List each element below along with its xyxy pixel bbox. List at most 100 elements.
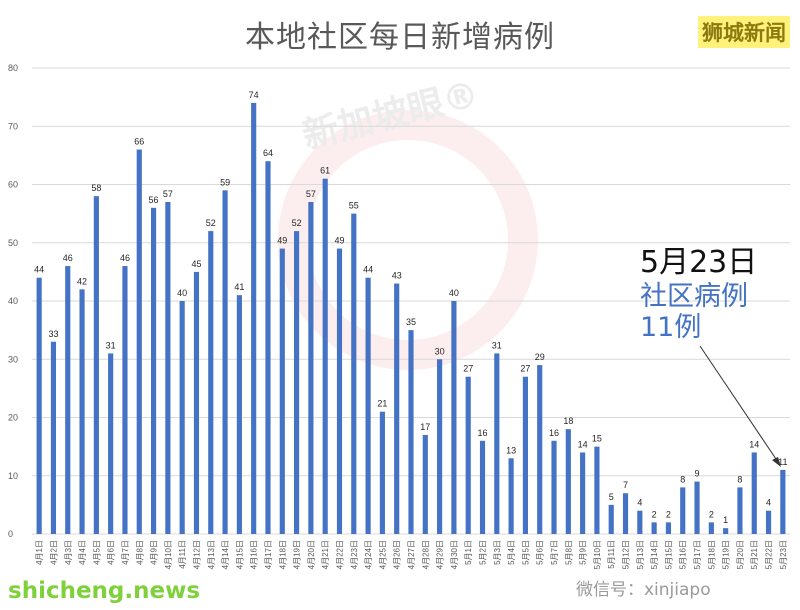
bar	[479, 440, 486, 534]
x-tick-label: 4月12日	[192, 540, 201, 569]
x-tick-label: 4月26日	[393, 540, 402, 569]
y-tick-label: 40	[8, 296, 18, 306]
x-tick-label: 4月23日	[350, 540, 359, 569]
brand-label: 狮城新闻	[698, 16, 790, 48]
bar	[651, 522, 657, 534]
chart-title: 本地社区每日新增病例	[245, 20, 555, 55]
data-label: 18	[563, 416, 573, 426]
data-label: 43	[392, 271, 402, 281]
bar	[379, 411, 385, 534]
bar	[222, 190, 228, 534]
annotation-arrow-head	[772, 457, 781, 467]
bar	[65, 266, 71, 534]
data-label: 21	[377, 399, 387, 409]
bar	[193, 271, 200, 534]
y-tick-label: 50	[8, 238, 18, 248]
x-tick-label: 5月6日	[536, 540, 545, 565]
x-tick-label: 4月4日	[78, 540, 87, 565]
data-label: 61	[320, 166, 330, 176]
x-tick-label: 4月17日	[264, 540, 273, 569]
bar	[637, 510, 643, 534]
y-tick-label: 10	[8, 471, 18, 481]
data-label: 29	[535, 352, 545, 362]
x-tick-label: 4月25日	[378, 540, 387, 569]
data-label: 55	[349, 201, 359, 211]
bar	[236, 295, 242, 534]
site-watermark: shicheng.news	[8, 578, 201, 604]
x-tick-label: 4月21日	[321, 540, 330, 569]
data-label: 1	[723, 515, 728, 525]
data-label: 14	[749, 439, 759, 449]
bars	[36, 102, 786, 535]
data-label: 41	[234, 282, 244, 292]
data-label: 9	[695, 469, 700, 479]
wechat-watermark: 微信号：xinjiapo	[576, 580, 711, 600]
x-tick-label: 4月3日	[64, 540, 73, 565]
bar	[408, 330, 414, 534]
x-tick-label: 5月18日	[707, 540, 716, 569]
x-tick-label: 4月8日	[135, 540, 144, 565]
annotation-box: 5月23日 社区病例 11例	[640, 245, 757, 343]
x-tick-label: 4月5日	[92, 540, 101, 565]
bar	[522, 376, 528, 534]
data-label: 74	[249, 90, 259, 100]
x-tick-label: 5月20日	[736, 540, 745, 569]
bar	[422, 434, 428, 534]
bar	[365, 277, 371, 534]
bar	[36, 277, 42, 534]
data-label: 14	[578, 439, 588, 449]
data-label: 46	[63, 253, 73, 263]
x-tick-label: 4月9日	[150, 540, 159, 565]
bar	[322, 178, 328, 535]
x-tick-label: 5月4日	[507, 540, 516, 565]
bar	[79, 289, 85, 534]
data-label: 2	[666, 509, 671, 519]
y-tick-label: 0	[8, 529, 13, 539]
bar	[723, 528, 729, 534]
data-label: 31	[492, 340, 502, 350]
bar	[508, 458, 514, 534]
y-axis-ticks: 0 10 20 30 40 50 60 70 80	[8, 63, 18, 539]
x-tick-label: 4月18日	[278, 540, 287, 569]
bar	[308, 201, 314, 534]
y-tick-label: 20	[8, 413, 18, 423]
x-tick-label: 4月20日	[307, 540, 316, 569]
data-label: 2	[709, 509, 714, 519]
data-label: 5	[609, 492, 614, 502]
y-tick-label: 80	[8, 63, 18, 73]
data-label: 56	[149, 195, 159, 205]
x-tick-label: 5月2日	[479, 540, 488, 565]
x-tick-label: 5月11日	[607, 540, 616, 569]
bar	[251, 102, 257, 534]
x-tick-label: 4月27日	[407, 540, 416, 569]
bar	[494, 353, 500, 534]
bar	[680, 487, 686, 534]
data-label: 40	[177, 288, 187, 298]
data-label: 4	[766, 498, 771, 508]
data-label: 40	[449, 288, 459, 298]
data-label: 59	[220, 177, 230, 187]
x-tick-label: 4月24日	[364, 540, 373, 569]
bar	[565, 429, 571, 534]
x-tick-label: 5月16日	[679, 540, 688, 569]
data-label: 52	[206, 218, 216, 228]
bar	[622, 493, 629, 534]
x-tick-label: 5月19日	[722, 540, 731, 569]
bar	[294, 231, 300, 534]
x-tick-label: 5月22日	[765, 540, 774, 569]
x-tick-label: 5月7日	[550, 540, 559, 565]
data-label: 66	[134, 137, 144, 147]
data-label: 44	[34, 265, 44, 275]
x-tick-label: 4月16日	[250, 540, 259, 569]
y-tick-label: 70	[8, 121, 18, 131]
data-label: 11	[778, 457, 787, 467]
bar	[437, 359, 443, 534]
bar	[136, 149, 142, 535]
bar	[165, 201, 171, 534]
bar	[394, 283, 400, 534]
bar	[665, 522, 672, 534]
data-label: 44	[363, 265, 373, 275]
data-label: 49	[277, 236, 287, 246]
data-label: 42	[77, 276, 87, 286]
bar	[351, 213, 357, 534]
